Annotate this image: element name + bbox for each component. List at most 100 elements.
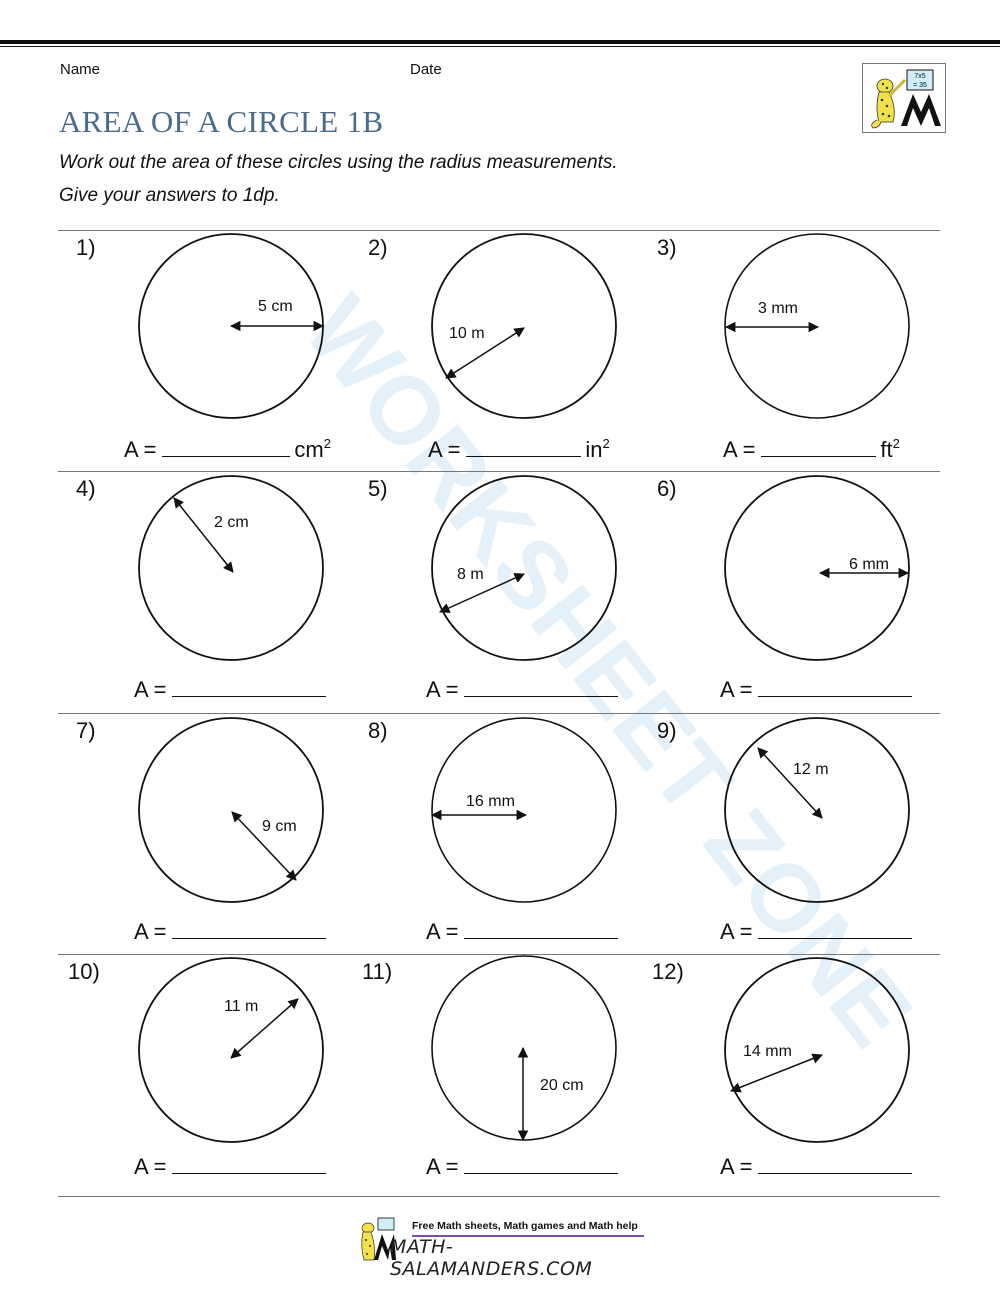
answer-field-9[interactable]: A = bbox=[720, 919, 913, 945]
salamander-mascot-icon bbox=[361, 1217, 396, 1261]
question-number-2: 2) bbox=[368, 235, 388, 260]
answer-field-3[interactable]: A = ft2 bbox=[723, 436, 900, 463]
radius-label: 11 m bbox=[224, 998, 258, 1015]
answer-blank[interactable] bbox=[758, 1155, 913, 1174]
answer-prefix: A = bbox=[720, 677, 753, 702]
row-divider-3 bbox=[58, 713, 940, 714]
question-number-9: 9) bbox=[657, 718, 677, 743]
radius-label: 5 cm bbox=[258, 298, 293, 315]
circle-q10: 11 m bbox=[138, 957, 324, 1143]
answer-field-1[interactable]: A = cm2 bbox=[124, 436, 331, 463]
answer-field-7[interactable]: A = bbox=[134, 919, 327, 945]
question-number-8: 8) bbox=[368, 718, 388, 743]
svg-text:= 35: = 35 bbox=[913, 82, 927, 89]
question-number-5: 5) bbox=[368, 476, 388, 501]
radius-arrow bbox=[231, 811, 297, 881]
circle-q6: 6 mm bbox=[724, 475, 910, 661]
radius-arrow bbox=[445, 327, 525, 379]
answer-prefix: A = bbox=[720, 919, 753, 944]
radius-arrow bbox=[730, 1053, 823, 1093]
circle-q11: 20 cm bbox=[431, 955, 617, 1142]
question-number-10: 10) bbox=[68, 959, 100, 984]
instruction-line-1: Work out the area of these circles using… bbox=[59, 152, 618, 173]
answer-blank[interactable] bbox=[758, 678, 913, 697]
circle-q9: 12 m bbox=[724, 717, 910, 903]
answer-blank[interactable] bbox=[464, 678, 619, 697]
answer-prefix: A = bbox=[720, 1154, 753, 1179]
question-number-7: 7) bbox=[76, 718, 96, 743]
radius-arrow bbox=[230, 998, 299, 1059]
answer-prefix: A = bbox=[124, 437, 157, 462]
svg-text:7x5: 7x5 bbox=[914, 73, 925, 80]
radius-arrow bbox=[439, 573, 525, 613]
answer-field-5[interactable]: A = bbox=[426, 677, 619, 703]
answer-blank[interactable] bbox=[758, 920, 913, 939]
page-title: AREA OF A CIRCLE 1B bbox=[59, 104, 384, 139]
question-number-12: 12) bbox=[652, 959, 684, 984]
radius-arrow bbox=[173, 497, 234, 573]
answer-blank[interactable] bbox=[172, 678, 327, 697]
answer-blank[interactable] bbox=[464, 920, 619, 939]
circle-q2: 10 m bbox=[431, 233, 617, 419]
answer-blank[interactable] bbox=[761, 438, 877, 457]
question-number-6: 6) bbox=[657, 476, 677, 501]
circle-q8: 16 mm bbox=[430, 717, 617, 903]
footer-site-name[interactable]: MATH-SALAMANDERS.COM bbox=[390, 1236, 593, 1280]
radius-label: 20 cm bbox=[540, 1077, 584, 1094]
row-divider-2 bbox=[58, 471, 940, 472]
answer-blank[interactable] bbox=[464, 1155, 619, 1174]
footer-tagline: Free Math sheets, Math games and Math he… bbox=[412, 1220, 638, 1232]
svg-text:WORKSHEET ZONE: WORKSHEET ZONE bbox=[283, 277, 932, 1066]
answer-prefix: A = bbox=[426, 677, 459, 702]
radius-label: 6 mm bbox=[849, 556, 889, 573]
top-border-thick bbox=[0, 40, 1000, 44]
answer-prefix: A = bbox=[426, 1154, 459, 1179]
radius-label: 3 mm bbox=[758, 300, 798, 317]
circle-q3: 3 mm bbox=[724, 233, 910, 419]
answer-field-11[interactable]: A = bbox=[426, 1154, 619, 1180]
answer-blank[interactable] bbox=[162, 438, 291, 457]
question-number-4: 4) bbox=[76, 476, 96, 501]
answer-unit: cm2 bbox=[294, 436, 331, 462]
answer-prefix: A = bbox=[426, 919, 459, 944]
answer-unit: ft2 bbox=[880, 436, 900, 462]
answer-unit: in2 bbox=[585, 436, 610, 462]
salamander-teacher-icon: 7x5 = 35 bbox=[871, 69, 941, 129]
instruction-line-2: Give your answers to 1dp. bbox=[59, 185, 280, 206]
circle-q4: 2 cm bbox=[138, 475, 324, 661]
answer-field-8[interactable]: A = bbox=[426, 919, 619, 945]
answer-blank[interactable] bbox=[466, 438, 582, 457]
salamander-logo: 7x5 = 35 bbox=[862, 63, 946, 133]
question-number-11: 11) bbox=[362, 959, 393, 984]
radius-label: 9 cm bbox=[262, 818, 297, 835]
answer-field-2[interactable]: A = in2 bbox=[428, 436, 610, 463]
answer-blank[interactable] bbox=[172, 920, 327, 939]
radius-label: 12 m bbox=[793, 761, 829, 778]
answer-field-10[interactable]: A = bbox=[134, 1154, 327, 1180]
radius-label: 16 mm bbox=[466, 793, 515, 810]
answer-field-4[interactable]: A = bbox=[134, 677, 327, 703]
footer-brand-logo[interactable]: Free Math sheets, Math games and Math he… bbox=[352, 1216, 652, 1280]
date-label: Date bbox=[410, 61, 442, 78]
footer-rule bbox=[412, 1235, 644, 1237]
watermark: WORKSHEET ZONE bbox=[283, 277, 932, 1066]
circle-q5: 8 m bbox=[431, 475, 617, 661]
answer-field-12[interactable]: A = bbox=[720, 1154, 913, 1180]
radius-label: 8 m bbox=[457, 566, 484, 583]
radius-label: 2 cm bbox=[214, 514, 249, 531]
row-divider-5 bbox=[58, 1196, 940, 1197]
answer-prefix: A = bbox=[134, 677, 167, 702]
answer-prefix: A = bbox=[723, 437, 756, 462]
row-divider-1 bbox=[58, 230, 940, 231]
top-border-thin bbox=[0, 46, 1000, 47]
question-number-3: 3) bbox=[657, 235, 677, 260]
answer-field-6[interactable]: A = bbox=[720, 677, 913, 703]
row-divider-4 bbox=[58, 954, 940, 955]
circle-q1: 5 cm bbox=[138, 233, 325, 419]
circle-q12: 14 mm bbox=[724, 957, 910, 1143]
radius-arrow bbox=[757, 747, 823, 819]
answer-blank[interactable] bbox=[172, 1155, 327, 1174]
answer-prefix: A = bbox=[134, 919, 167, 944]
name-label: Name bbox=[60, 61, 101, 78]
circle-q7: 9 cm bbox=[138, 717, 324, 903]
